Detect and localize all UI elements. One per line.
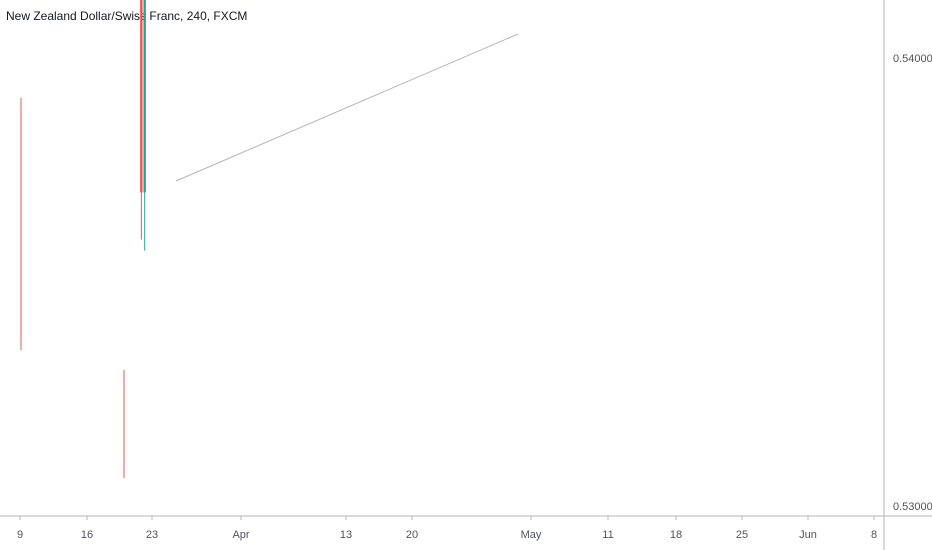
y-tick-label: 0.53000	[893, 501, 932, 513]
x-tick-label: 25	[736, 529, 748, 541]
x-tick-label: 18	[670, 529, 682, 541]
x-tick-label: 23	[146, 529, 158, 541]
x-tick-label: Apr	[232, 529, 249, 541]
candle-body	[140, 0, 143, 193]
x-tick-label: 11	[602, 529, 613, 541]
x-tick-label: 16	[81, 529, 93, 541]
x-tick-label: 8	[871, 529, 877, 541]
x-tick-label: 20	[406, 529, 418, 541]
x-tick-label: 13	[340, 529, 352, 541]
candle-body	[143, 0, 146, 193]
trend-line	[175, 33, 519, 182]
chart-title: New Zealand Dollar/Swiss Franc, 240, FXC…	[6, 9, 248, 23]
x-tick-label: 9	[17, 529, 23, 541]
x-tick-label: Jun	[799, 529, 817, 541]
x-tick-label: May	[521, 529, 542, 541]
y-tick-label: 0.54000	[893, 53, 932, 65]
